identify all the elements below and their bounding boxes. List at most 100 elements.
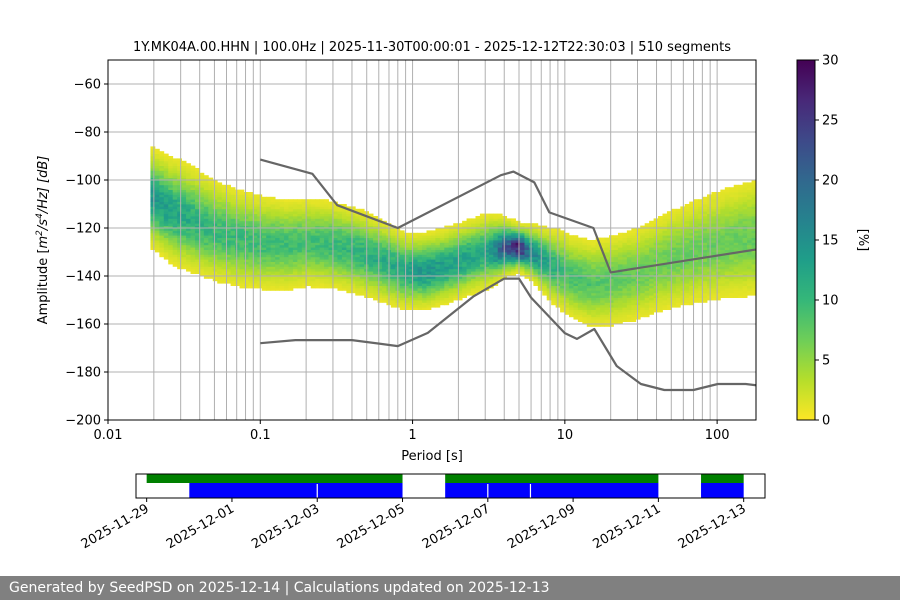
ppsd-cell [742,230,748,234]
ppsd-cell [515,268,521,272]
ppsd-cell [203,242,209,246]
ppsd-cell [715,230,721,234]
ppsd-cell [177,160,183,164]
ppsd-cell [181,175,187,178]
ppsd-cell [270,268,276,272]
ppsd-cell [457,261,463,265]
ppsd-cell [635,252,641,255]
ppsd-cell [226,259,231,262]
ppsd-cell [551,276,557,279]
ppsd-cell [422,259,427,262]
ppsd-cell [693,204,699,207]
ppsd-cell [453,242,459,246]
ppsd-cell [466,259,472,262]
ppsd-cell [221,268,227,272]
ppsd-cell [626,300,632,303]
ppsd-cell [390,232,396,236]
ppsd-cell [542,225,548,229]
ppsd-cell [702,244,708,248]
ppsd-cell [702,208,708,212]
ppsd-cell [243,223,249,226]
ppsd-cell [212,264,218,267]
ppsd-cell [270,235,276,238]
ppsd-cell [448,232,454,236]
ppsd-cell [341,288,347,291]
ppsd-cell [595,307,601,310]
ppsd-cell [154,220,160,224]
ppsd-cell [252,194,258,198]
ppsd-cell [172,249,178,253]
ppsd-cell [653,271,659,274]
ppsd-cell [270,254,276,258]
ppsd-cell [413,302,418,306]
ppsd-cell [738,252,744,255]
ppsd-cell [453,254,459,258]
ppsd-cell [275,249,280,253]
ppsd-cell [257,261,263,265]
ppsd-cell [399,252,405,255]
ppsd-cell [546,249,552,253]
ppsd-cell [484,237,490,241]
ppsd-cell [333,225,338,229]
ppsd-cell [622,304,628,308]
ppsd-cell [172,247,178,250]
ppsd-cell [640,259,646,262]
ppsd-cell [551,247,557,250]
ppsd-cell [243,204,249,207]
ppsd-cell [355,216,361,219]
ppsd-cell [533,249,539,253]
ppsd-cell [163,211,169,214]
ppsd-cell [622,264,628,267]
ppsd-cell [150,163,156,166]
ppsd-cell [217,259,223,262]
ppsd-cell [422,285,427,289]
ppsd-cell [724,208,730,212]
ppsd-cell [168,249,174,253]
ppsd-cell [275,218,280,222]
ppsd-cell [284,206,289,210]
ppsd-cell [177,213,183,217]
ppsd-cell [212,232,218,236]
ppsd-cell [341,220,347,224]
ppsd-cell [658,302,663,306]
ppsd-cell [724,237,730,241]
ppsd-cell [203,218,209,222]
ppsd-cell [306,256,312,260]
ppsd-cell [310,232,316,236]
ppsd-cell [355,230,361,234]
ppsd-cell [377,273,383,277]
ppsd-cell [257,280,263,284]
ppsd-cell [560,264,565,267]
ppsd-cell [622,240,628,243]
ppsd-cell [226,266,231,270]
ppsd-cell [586,256,592,260]
ppsd-cell [230,225,236,229]
ppsd-cell [626,244,632,248]
ppsd-cell [444,252,450,255]
ppsd-cell [319,271,325,274]
ppsd-cell [226,220,231,224]
ppsd-cell [333,206,338,210]
ppsd-cell [475,285,481,289]
ppsd-cell [359,242,365,246]
ppsd-cell [733,213,739,217]
ppsd-cell [426,240,432,243]
ppsd-cell [328,276,334,279]
ppsd-cell [235,223,240,226]
ppsd-cell [595,319,601,322]
ppsd-cell [368,240,374,243]
ppsd-cell [595,278,601,282]
ppsd-cell [297,252,303,255]
ppsd-cell [626,264,632,267]
ppsd-cell [729,278,735,282]
ppsd-cell [288,264,294,267]
ppsd-cell [479,268,485,272]
ppsd-cell [319,201,325,205]
ppsd-cell [542,232,548,236]
ppsd-cell [270,280,276,284]
ppsd-cell [684,223,690,226]
ppsd-cell [631,314,637,318]
ppsd-cell [640,240,646,243]
ppsd-cell [622,259,628,262]
ppsd-cell [248,278,254,282]
